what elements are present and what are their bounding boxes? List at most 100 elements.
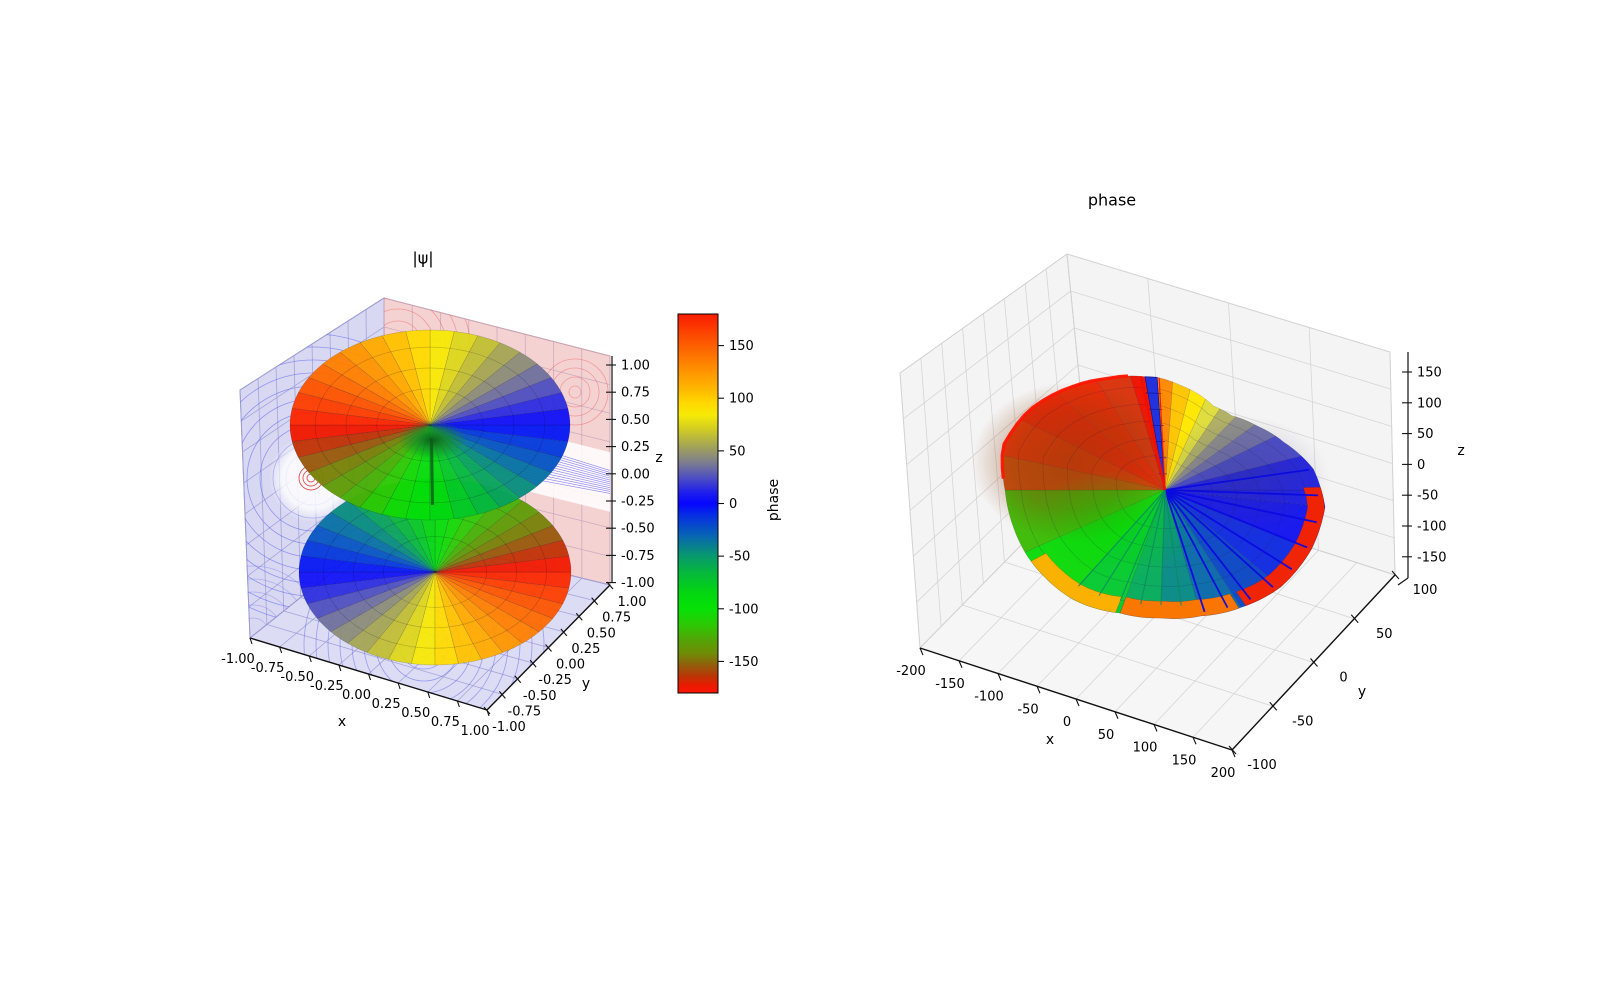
torus-wedge	[289, 408, 431, 426]
torus-mesh-ring	[382, 536, 488, 608]
y-tick-mark	[1269, 701, 1278, 711]
x-tick-mark	[249, 637, 253, 645]
phase-spoke	[1164, 489, 1308, 549]
x-tick-label: -200	[896, 664, 926, 679]
x-tick-mark	[1192, 737, 1197, 745]
z-tick-label: -0.75	[621, 549, 655, 564]
left-z-axis-label: z	[655, 450, 663, 466]
torus-mesh-ring	[345, 367, 515, 483]
z-tick-label: 50	[1417, 427, 1434, 442]
colorbar-tick-label: 0	[729, 497, 737, 512]
x-tick-mark	[997, 673, 1002, 681]
x-tick-label: 200	[1211, 766, 1236, 781]
z-tick-label: 0.50	[621, 413, 650, 428]
contour-line	[568, 385, 582, 399]
slit-red-edge	[1158, 377, 1166, 491]
y-tick-label: 0	[1339, 671, 1347, 686]
x-tick-mark	[958, 660, 963, 668]
left-x-axis-label: x	[337, 714, 347, 730]
z-tick-label: 1.00	[621, 359, 650, 374]
z-tick-label: 100	[1417, 396, 1442, 411]
torus-lobe	[289, 329, 571, 521]
x-tick-label: -150	[935, 677, 965, 692]
y-tick-mark	[591, 597, 599, 605]
y-tick-label: -50	[1292, 714, 1313, 729]
x-tick-label: -0.25	[310, 679, 344, 694]
z-tick-label: 0.00	[621, 467, 650, 482]
x-tick-label: 100	[1133, 741, 1158, 756]
surface-rim-red	[1000, 374, 1129, 479]
surface-mesh-ring	[1066, 421, 1262, 568]
x-tick-label: -1.00	[221, 652, 255, 667]
grid-line	[383, 297, 611, 357]
x-tick-mark	[456, 700, 460, 708]
y-tick-label: 0.75	[602, 611, 631, 626]
z-tick-label: -1.00	[621, 576, 655, 591]
x-tick-label: 150	[1172, 753, 1197, 768]
phase-spoke	[1098, 489, 1166, 596]
z-tick-label: -0.50	[621, 522, 655, 537]
y-tick-label: 0.25	[571, 642, 600, 657]
colorbar-tick-label: -50	[729, 550, 750, 565]
x-tick-label: -0.75	[251, 661, 285, 676]
x-tick-label: 0.50	[401, 706, 430, 721]
orbital-surface	[289, 329, 572, 666]
y-tick-mark	[560, 628, 568, 637]
right-y-axis-label: y	[1357, 684, 1367, 700]
phase-spoke	[1164, 489, 1252, 601]
y-tick-label: 1.00	[618, 595, 647, 610]
colorbar-tick-label: -150	[729, 655, 759, 670]
z-tick-label: 0.75	[621, 386, 650, 401]
x-tick-mark	[1153, 724, 1158, 732]
x-tick-mark	[1036, 686, 1041, 694]
colorbar-tick-label: -100	[729, 602, 759, 617]
y-tick-mark	[545, 644, 552, 652]
torus-funnel	[430, 438, 434, 505]
x-tick-mark	[279, 646, 283, 654]
y-tick-mark	[514, 675, 522, 684]
y-tick-label: -0.25	[538, 673, 572, 688]
right-plot-axes: -200 -150 -100 -50 0 50 100 150 200 -100 -50 0 50 100…	[896, 352, 1447, 781]
surface-shading-slate	[1154, 416, 1330, 540]
y-tick-label: 50	[1376, 627, 1393, 642]
phase-spoke	[1164, 489, 1206, 613]
colorbar-rect	[677, 313, 719, 694]
y-tick-label: 100	[1413, 583, 1438, 598]
y-tick-mark	[483, 706, 491, 715]
grid-line	[1066, 253, 1391, 353]
phase-colorbar: 150 100 50 0 -50 -100 -150	[677, 313, 759, 694]
phase-spoke	[1164, 489, 1182, 606]
torus-wedge	[298, 555, 436, 573]
z-tick-label: 0.25	[621, 440, 650, 455]
surface-mesh-ring	[1115, 455, 1214, 529]
y-tick-mark	[606, 581, 614, 590]
y-tick-label: 0.00	[556, 658, 585, 673]
y-tick-label: -0.50	[523, 689, 557, 704]
y-tick-mark	[529, 659, 537, 668]
phase-spoke	[1140, 489, 1166, 605]
phase-spoke	[1164, 489, 1317, 524]
y-tick-label: -100	[1247, 758, 1277, 773]
x-tick-mark	[919, 647, 924, 656]
grid-line	[903, 290, 1071, 420]
colorbar-tick-label: 50	[729, 444, 746, 459]
grid-line	[239, 297, 385, 391]
x-tick-label: -100	[974, 690, 1004, 705]
y-tick-mark	[1310, 658, 1318, 667]
phase-spoke	[1160, 489, 1166, 606]
z-tick-label: -0.25	[621, 495, 655, 510]
x-tick-label: 0	[1063, 715, 1071, 730]
left-y-axis-label: y	[581, 676, 591, 692]
y-tick-mark	[1350, 614, 1359, 624]
contour-line	[303, 530, 545, 710]
left-plot-title: |ψ|	[412, 248, 434, 268]
grid-line	[1074, 327, 1392, 427]
x-tick-label: 0.25	[372, 697, 401, 712]
colorbar-label: phase	[766, 478, 782, 522]
x-tick-mark	[397, 682, 401, 690]
z-axis-foot	[1397, 577, 1409, 586]
y-tick-label: -0.75	[508, 704, 542, 719]
z-tick-label: -50	[1417, 489, 1438, 504]
phase-spoke	[1164, 489, 1274, 588]
x-tick-label: -0.50	[280, 670, 314, 685]
